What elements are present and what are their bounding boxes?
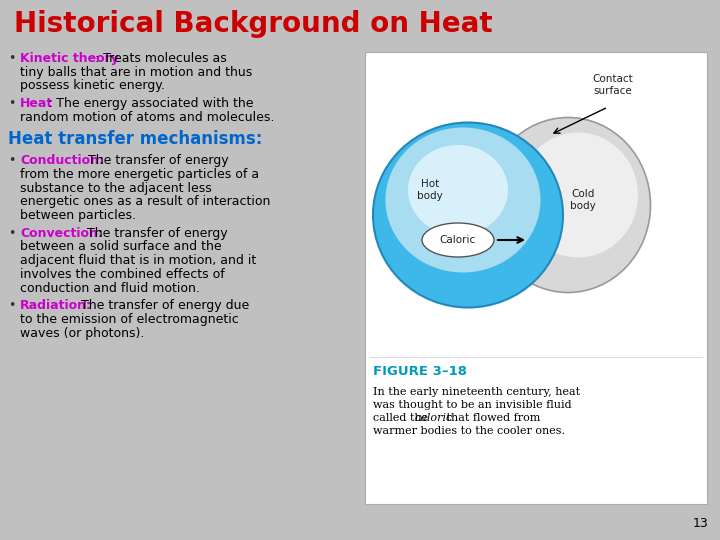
Text: Convection:: Convection: [20, 227, 103, 240]
Text: Heat: Heat [20, 97, 53, 110]
Text: involves the combined effects of: involves the combined effects of [20, 268, 225, 281]
Text: Heat transfer mechanisms:: Heat transfer mechanisms: [8, 130, 262, 148]
FancyBboxPatch shape [365, 52, 707, 504]
Text: energetic ones as a result of interaction: energetic ones as a result of interactio… [20, 195, 271, 208]
Text: : Treats molecules as: : Treats molecules as [95, 52, 227, 65]
Text: •: • [8, 299, 15, 312]
Text: between particles.: between particles. [20, 209, 136, 222]
Text: •: • [8, 154, 15, 167]
Text: •: • [8, 227, 15, 240]
Text: The transfer of energy: The transfer of energy [84, 154, 229, 167]
Ellipse shape [518, 132, 638, 258]
Text: adjacent fluid that is in motion, and it: adjacent fluid that is in motion, and it [20, 254, 256, 267]
Text: warmer bodies to the cooler ones.: warmer bodies to the cooler ones. [373, 426, 565, 436]
Text: Conduction:: Conduction: [20, 154, 104, 167]
Text: Cold
body: Cold body [570, 189, 596, 211]
Text: called the: called the [373, 413, 431, 423]
Text: Historical Background on Heat: Historical Background on Heat [14, 10, 492, 38]
Text: The transfer of energy: The transfer of energy [83, 227, 228, 240]
Text: to the emission of electromagnetic: to the emission of electromagnetic [20, 313, 239, 326]
Text: was thought to be an invisible fluid: was thought to be an invisible fluid [373, 400, 572, 410]
Text: FIGURE 3–18: FIGURE 3–18 [373, 365, 467, 378]
Text: : The energy associated with the: : The energy associated with the [48, 97, 253, 110]
Ellipse shape [485, 118, 650, 293]
Text: caloric: caloric [415, 413, 454, 423]
Text: Hot
body: Hot body [417, 179, 443, 201]
Text: •: • [8, 52, 15, 65]
Text: random motion of atoms and molecules.: random motion of atoms and molecules. [20, 111, 274, 124]
Text: between a solid surface and the: between a solid surface and the [20, 240, 222, 253]
Text: •: • [8, 97, 15, 110]
Text: Contact
surface: Contact surface [593, 74, 634, 96]
Ellipse shape [373, 123, 563, 307]
Text: substance to the adjacent less: substance to the adjacent less [20, 182, 212, 195]
Text: possess kinetic energy.: possess kinetic energy. [20, 79, 165, 92]
Text: In the early nineteenth century, heat: In the early nineteenth century, heat [373, 387, 580, 397]
Text: The transfer of energy due: The transfer of energy due [77, 299, 249, 312]
Ellipse shape [408, 145, 508, 235]
Text: 13: 13 [692, 517, 708, 530]
Text: conduction and fluid motion.: conduction and fluid motion. [20, 281, 200, 294]
Text: that flowed from: that flowed from [443, 413, 541, 423]
Text: tiny balls that are in motion and thus: tiny balls that are in motion and thus [20, 66, 252, 79]
Text: Caloric: Caloric [440, 235, 476, 245]
Ellipse shape [385, 127, 541, 273]
Text: Kinetic theory: Kinetic theory [20, 52, 119, 65]
Text: waves (or photons).: waves (or photons). [20, 327, 145, 340]
Text: from the more energetic particles of a: from the more energetic particles of a [20, 168, 259, 181]
Ellipse shape [422, 223, 494, 257]
Text: Radiation:: Radiation: [20, 299, 92, 312]
